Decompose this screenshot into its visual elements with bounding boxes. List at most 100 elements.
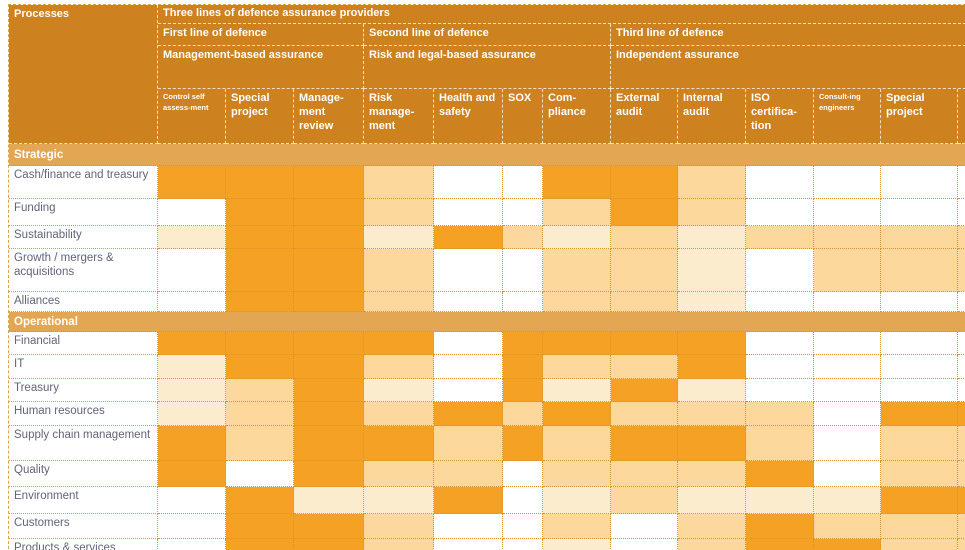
matrix-cell bbox=[503, 379, 543, 402]
matrix-cell bbox=[503, 226, 543, 249]
matrix-cell bbox=[611, 226, 678, 249]
matrix-cell bbox=[678, 166, 746, 199]
row-label: Products & services bbox=[9, 539, 158, 550]
matrix-cell bbox=[678, 332, 746, 355]
table-edge-cell bbox=[958, 292, 965, 312]
matrix-cell bbox=[294, 226, 364, 249]
table-edge-cell bbox=[958, 487, 965, 514]
col-header-3: Risk manage-ment bbox=[364, 89, 434, 144]
matrix-cell bbox=[434, 426, 503, 461]
header-assurance-type-1: Risk and legal-based assurance bbox=[364, 46, 611, 89]
matrix-cell bbox=[746, 539, 814, 550]
row-label: Alliances bbox=[9, 292, 158, 312]
matrix-cell bbox=[434, 166, 503, 199]
row-label: Growth / mergers & acquisitions bbox=[9, 249, 158, 292]
matrix-cell bbox=[881, 487, 958, 514]
matrix-cell bbox=[881, 166, 958, 199]
matrix-cell bbox=[746, 514, 814, 539]
matrix-cell bbox=[364, 355, 434, 379]
row-label: Sustainability bbox=[9, 226, 158, 249]
matrix-cell bbox=[158, 292, 226, 312]
matrix-cell bbox=[746, 426, 814, 461]
table-edge-cell bbox=[958, 379, 965, 402]
matrix-cell bbox=[814, 199, 881, 226]
row-label: IT bbox=[9, 355, 158, 379]
matrix-cell bbox=[881, 426, 958, 461]
matrix-cell bbox=[434, 539, 503, 550]
col-header-10: Consult-ing engineers bbox=[814, 89, 881, 144]
matrix-cell bbox=[746, 461, 814, 487]
matrix-cell bbox=[364, 379, 434, 402]
table-edge-cell bbox=[958, 166, 965, 199]
matrix-cell bbox=[543, 426, 611, 461]
section-band-operational: Operational bbox=[9, 312, 965, 332]
matrix-cell bbox=[294, 249, 364, 292]
matrix-cell bbox=[434, 332, 503, 355]
matrix-cell bbox=[746, 402, 814, 426]
matrix-cell bbox=[814, 461, 881, 487]
assurance-matrix-table: Processes Three lines of defence assuranc… bbox=[8, 4, 965, 550]
matrix-cell bbox=[226, 226, 294, 249]
matrix-cell bbox=[746, 379, 814, 402]
matrix-cell bbox=[678, 379, 746, 402]
col-header-11: Special project bbox=[881, 89, 958, 144]
matrix-cell bbox=[881, 292, 958, 312]
matrix-cell bbox=[611, 461, 678, 487]
section-band-strategic: Strategic bbox=[9, 144, 965, 166]
matrix-cell bbox=[503, 199, 543, 226]
matrix-cell bbox=[434, 226, 503, 249]
matrix-cell bbox=[364, 402, 434, 426]
table-edge-cell bbox=[958, 249, 965, 292]
matrix-cell bbox=[226, 332, 294, 355]
matrix-cell bbox=[364, 292, 434, 312]
matrix-cell bbox=[678, 199, 746, 226]
col-header-9: ISO certifica-tion bbox=[746, 89, 814, 144]
header-line-of-defence-0: First line of defence bbox=[158, 24, 364, 46]
matrix-cell bbox=[226, 379, 294, 402]
matrix-cell bbox=[543, 332, 611, 355]
matrix-cell bbox=[294, 402, 364, 426]
matrix-cell bbox=[746, 332, 814, 355]
matrix-cell bbox=[503, 249, 543, 292]
header-title: Three lines of defence assurance provide… bbox=[158, 5, 965, 24]
row-label: Funding bbox=[9, 199, 158, 226]
matrix-cell bbox=[294, 487, 364, 514]
matrix-cell bbox=[543, 461, 611, 487]
col-header-5: SOX bbox=[503, 89, 543, 144]
matrix-cell bbox=[814, 226, 881, 249]
col-header-4: Health and safety bbox=[434, 89, 503, 144]
matrix-cell bbox=[611, 332, 678, 355]
matrix-cell bbox=[158, 355, 226, 379]
matrix-cell bbox=[294, 292, 364, 312]
matrix-cell bbox=[611, 199, 678, 226]
matrix-cell bbox=[678, 487, 746, 514]
matrix-cell bbox=[158, 249, 226, 292]
row-label: Supply chain management bbox=[9, 426, 158, 461]
matrix-cell bbox=[503, 292, 543, 312]
matrix-cell bbox=[226, 355, 294, 379]
matrix-cell bbox=[434, 199, 503, 226]
matrix-cell bbox=[158, 379, 226, 402]
matrix-cell bbox=[226, 487, 294, 514]
matrix-cell bbox=[434, 292, 503, 312]
header-line-of-defence-1: Second line of defence bbox=[364, 24, 611, 46]
table-edge-cell bbox=[958, 89, 965, 144]
matrix-cell bbox=[543, 249, 611, 292]
matrix-cell bbox=[503, 355, 543, 379]
matrix-cell bbox=[814, 487, 881, 514]
matrix-cell bbox=[158, 539, 226, 550]
matrix-cell bbox=[434, 487, 503, 514]
matrix-cell bbox=[503, 166, 543, 199]
matrix-cell bbox=[814, 355, 881, 379]
matrix-cell bbox=[881, 461, 958, 487]
matrix-cell bbox=[294, 166, 364, 199]
matrix-cell bbox=[543, 402, 611, 426]
matrix-cell bbox=[746, 355, 814, 379]
matrix-cell bbox=[226, 402, 294, 426]
matrix-cell bbox=[503, 539, 543, 550]
matrix-cell bbox=[678, 226, 746, 249]
matrix-cell bbox=[364, 332, 434, 355]
table-edge-cell bbox=[958, 226, 965, 249]
col-header-1: Special project bbox=[226, 89, 294, 144]
matrix-cell bbox=[814, 379, 881, 402]
